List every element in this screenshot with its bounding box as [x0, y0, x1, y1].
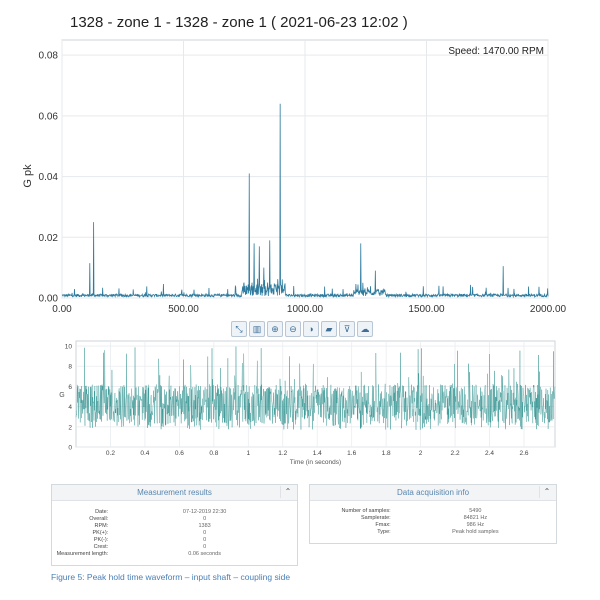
spectrum-x-tick-label: 500.00	[168, 304, 199, 315]
spectrum-grid	[61, 40, 549, 299]
chart-toolbar: ⤡ ▥ ⊕ ⊖ ◑ ▰ ⊽ ☁	[231, 321, 373, 339]
data-acquisition-header: Data acquisition info ⌃	[310, 485, 556, 501]
waveform-x-axis-label: Time (in seconds)	[290, 459, 341, 466]
acquisition-key: Fmax:	[375, 522, 391, 528]
measurement-value: 1383	[198, 523, 211, 529]
waveform-y-tick-label: 8	[68, 364, 72, 371]
spectrum-y-tick-label: 0.04	[39, 172, 59, 183]
measurement-row: RPM: 1383	[52, 523, 297, 530]
measurement-value: 0.06 seconds	[188, 551, 221, 557]
figure-caption: Figure 5: Peak hold time waveform – inpu…	[51, 572, 291, 582]
waveform-plot-area	[75, 340, 556, 448]
acquisition-value: 5490	[469, 508, 482, 514]
spectrum-x-tick-label: 2000.00	[530, 304, 567, 315]
spectrum-x-tick-label: 1500.00	[408, 304, 445, 315]
bar-chart-icon[interactable]: ▥	[249, 321, 265, 337]
acquisition-value: 986 Hz	[466, 522, 485, 528]
measurement-key: Measurement length:	[56, 551, 109, 557]
speed-label: Speed: 1470.00 RPM	[448, 46, 544, 57]
spectrum-y-tick-label: 0.08	[39, 51, 59, 62]
acquisition-row: Fmax: 986 Hz	[310, 522, 556, 529]
waveform-x-tick-label: 1.6	[347, 450, 356, 457]
waveform-x-tick-label: 2.6	[519, 450, 528, 457]
acquisition-row: Number of samples: 5490	[310, 508, 556, 515]
acquisition-row: Samplerate: 84821 Hz	[310, 515, 556, 522]
waveform-x-tick-label: 2	[419, 450, 423, 457]
waveform-x-tick-label: 1	[246, 450, 250, 457]
waveform-grid	[76, 341, 555, 448]
measurement-key: Overall:	[89, 516, 109, 522]
spectrum-ticks: 0.00 500.00 1000.00 1500.00 2000.00 0.00 0.02 0…	[39, 51, 567, 315]
waveform-x-tick-label: 0.8	[209, 450, 218, 457]
measurement-results-title: Measurement results	[137, 488, 212, 497]
spectrum-y-tick-label: 0.00	[39, 294, 59, 305]
comment-icon[interactable]: ▰	[321, 321, 337, 337]
acquisition-key: Type:	[377, 529, 391, 535]
waveform-y-tick-label: 0	[68, 445, 72, 452]
measurement-key: Date:	[95, 509, 109, 515]
waveform-chart[interactable]: 0.2 0.4 0.6 0.8 1 1.2 1.4 1.6 1.8 2 2.2 2.4 2.6 0 2 4 6 8…	[0, 335, 600, 475]
measurement-row: PK(+): 0	[52, 530, 297, 537]
measurement-value: 0	[203, 544, 207, 550]
waveform-y-tick-label: 2	[68, 424, 72, 431]
measurement-value: 0	[203, 530, 207, 536]
spectrum-x-tick-label: 1000.00	[287, 304, 324, 315]
measurement-value: 0	[203, 516, 207, 522]
data-acquisition-title: Data acquisition info	[396, 488, 470, 497]
waveform-x-tick-label: 1.4	[313, 450, 322, 457]
waveform-y-tick-label: 10	[65, 344, 73, 351]
filter-icon[interactable]: ⊽	[339, 321, 355, 337]
waveform-x-tick-label: 0.4	[140, 450, 149, 457]
spectrum-y-tick-label: 0.02	[39, 233, 59, 244]
measurement-row: Date: 07-12-2019 22:30	[52, 509, 297, 516]
waveform-series-line	[75, 346, 556, 430]
spectrum-chart[interactable]: 0.00 500.00 1000.00 1500.00 2000.00 0.00 0.02 0…	[0, 0, 600, 320]
waveform-x-tick-label: 1.2	[278, 450, 287, 457]
waveform-x-tick-label: 1.8	[382, 450, 391, 457]
zoom-out-icon[interactable]: ⊖	[285, 321, 301, 337]
waveform-x-tick-label: 0.2	[106, 450, 115, 457]
acquisition-value: 84821 Hz	[463, 515, 488, 521]
measurement-results-panel: Measurement results ⌃ Date: 07-12-2019 22…	[51, 484, 298, 566]
measurement-value: 0	[203, 537, 207, 543]
data-acquisition-list: Number of samples: 5490 Samplerate: 84821 H…	[310, 501, 556, 536]
acquisition-key: Number of samples:	[341, 508, 391, 514]
measurement-key: PK(+):	[92, 530, 109, 536]
waveform-y-tick-label: 6	[68, 384, 72, 391]
spectrum-title: 1328 - zone 1 - 1328 - zone 1 ( 2021-06-…	[70, 14, 408, 31]
chevron-up-icon[interactable]: ⌃	[539, 486, 554, 498]
waveform-y-tick-label: 4	[68, 404, 72, 411]
cloud-download-icon[interactable]: ☁	[357, 321, 373, 337]
waveform-ticks: 0.2 0.4 0.6 0.8 1 1.2 1.4 1.6 1.8 2 2.2 2.4 2.6 0 2 4 6 8…	[65, 344, 529, 457]
measurement-row: Crest: 0	[52, 544, 297, 551]
measurement-row: Measurement length: 0.06 seconds	[52, 551, 297, 558]
zoom-in-icon[interactable]: ⊕	[267, 321, 283, 337]
acquisition-value: Peak hold samples	[452, 529, 499, 535]
measurement-value: 07-12-2019 22:30	[182, 509, 227, 515]
measurement-key: RPM:	[94, 523, 109, 529]
measurement-results-header: Measurement results ⌃	[52, 485, 297, 501]
waveform-x-tick-label: 0.6	[175, 450, 184, 457]
measurement-key: Crest:	[93, 544, 109, 550]
chevron-up-icon[interactable]: ⌃	[280, 486, 295, 498]
measurement-row: PK(-): 0	[52, 537, 297, 544]
acquisition-row: Type: Peak hold samples	[310, 529, 556, 536]
measurement-key: PK(-):	[93, 537, 109, 543]
data-acquisition-panel: Data acquisition info ⌃ Number of sample…	[309, 484, 557, 544]
waveform-x-tick-label: 2.2	[451, 450, 460, 457]
measurement-results-list: Date: 07-12-2019 22:30 Overall: 0 RPM: 1383 PK…	[52, 501, 297, 558]
contrast-icon[interactable]: ◑	[303, 321, 319, 337]
waveform-y-axis-label: G	[59, 392, 64, 399]
expand-icon[interactable]: ⤡	[231, 321, 247, 337]
spectrum-y-tick-label: 0.06	[39, 111, 59, 122]
spectrum-x-tick-label: 0.00	[52, 304, 72, 315]
acquisition-key: Samplerate:	[361, 515, 391, 521]
measurement-row: Overall: 0	[52, 516, 297, 523]
waveform-x-tick-label: 2.4	[485, 450, 494, 457]
spectrum-series-line	[61, 103, 549, 299]
